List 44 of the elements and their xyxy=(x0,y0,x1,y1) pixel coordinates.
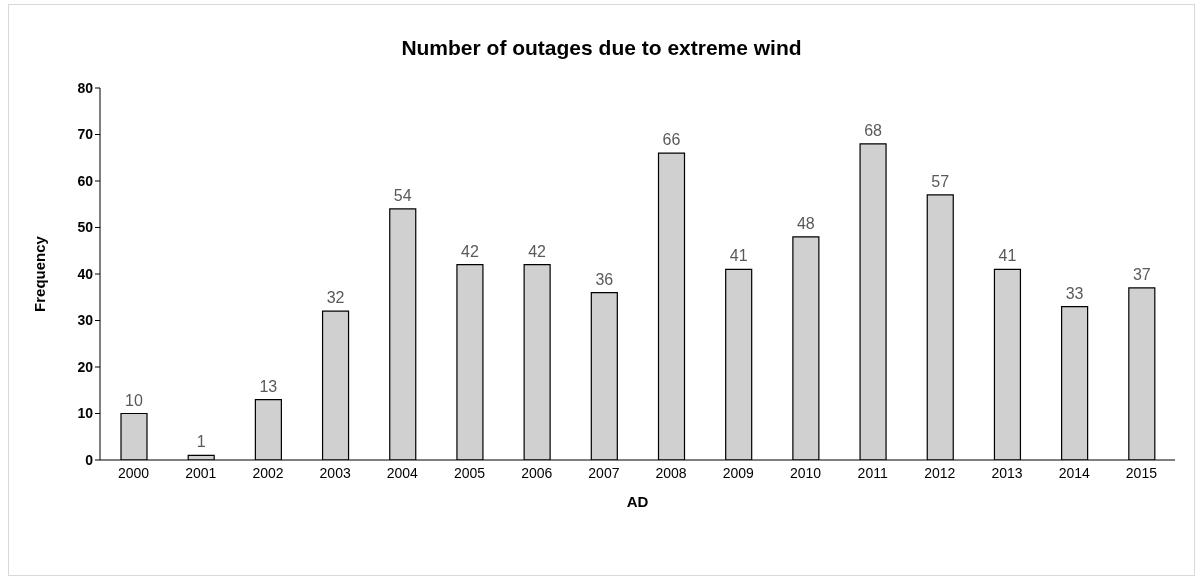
x-tick-label: 2008 xyxy=(655,464,687,481)
x-tick-label: 2012 xyxy=(924,464,956,481)
y-tick-label: 60 xyxy=(77,172,94,189)
y-tick-label: 0 xyxy=(85,451,94,468)
x-tick-label: 2014 xyxy=(1058,464,1090,481)
x-tick-label: 2010 xyxy=(789,464,822,481)
x-tick-label: 2007 xyxy=(588,464,620,481)
data-label: 57 xyxy=(931,172,950,190)
y-tick-label: 50 xyxy=(77,219,94,236)
data-label: 54 xyxy=(393,186,412,204)
y-tick-label: 80 xyxy=(77,79,94,96)
data-label: 10 xyxy=(125,391,143,409)
data-label: 41 xyxy=(998,247,1017,265)
x-axis-title: AD xyxy=(626,493,649,510)
x-tick-label: 2009 xyxy=(722,464,755,481)
data-label: 37 xyxy=(1132,265,1151,283)
data-label: 42 xyxy=(461,242,479,260)
data-label: 33 xyxy=(1065,284,1084,302)
x-tick-label: 2006 xyxy=(521,464,553,481)
data-label: 1 xyxy=(196,433,206,451)
x-tick-label: 2015 xyxy=(1125,464,1158,481)
x-tick-label: 2000 xyxy=(118,464,150,481)
data-label: 36 xyxy=(595,270,614,288)
y-tick-label: 70 xyxy=(77,126,94,143)
chart-title: Number of outages due to extreme wind xyxy=(400,36,803,60)
x-tick-label: 2002 xyxy=(252,464,284,481)
y-tick-label: 20 xyxy=(77,358,94,375)
x-tick-label: 2003 xyxy=(319,464,351,481)
data-label: 13 xyxy=(259,377,278,395)
y-tick-label: 30 xyxy=(77,312,94,329)
y-axis-title: Frequency xyxy=(31,235,49,312)
data-label: 41 xyxy=(729,247,748,265)
y-tick-label: 10 xyxy=(77,405,94,422)
data-label: 48 xyxy=(796,214,815,232)
data-label: 66 xyxy=(662,131,681,149)
x-tick-label: 2004 xyxy=(386,464,419,481)
x-tick-label: 2005 xyxy=(453,464,486,481)
data-label: 32 xyxy=(326,289,345,307)
data-label: 68 xyxy=(864,121,883,139)
data-label: 42 xyxy=(528,242,547,260)
x-tick-label: 2011 xyxy=(857,464,888,481)
x-tick-label: 2001 xyxy=(185,464,217,481)
y-tick-label: 40 xyxy=(77,265,94,282)
x-tick-label: 2013 xyxy=(991,464,1023,481)
